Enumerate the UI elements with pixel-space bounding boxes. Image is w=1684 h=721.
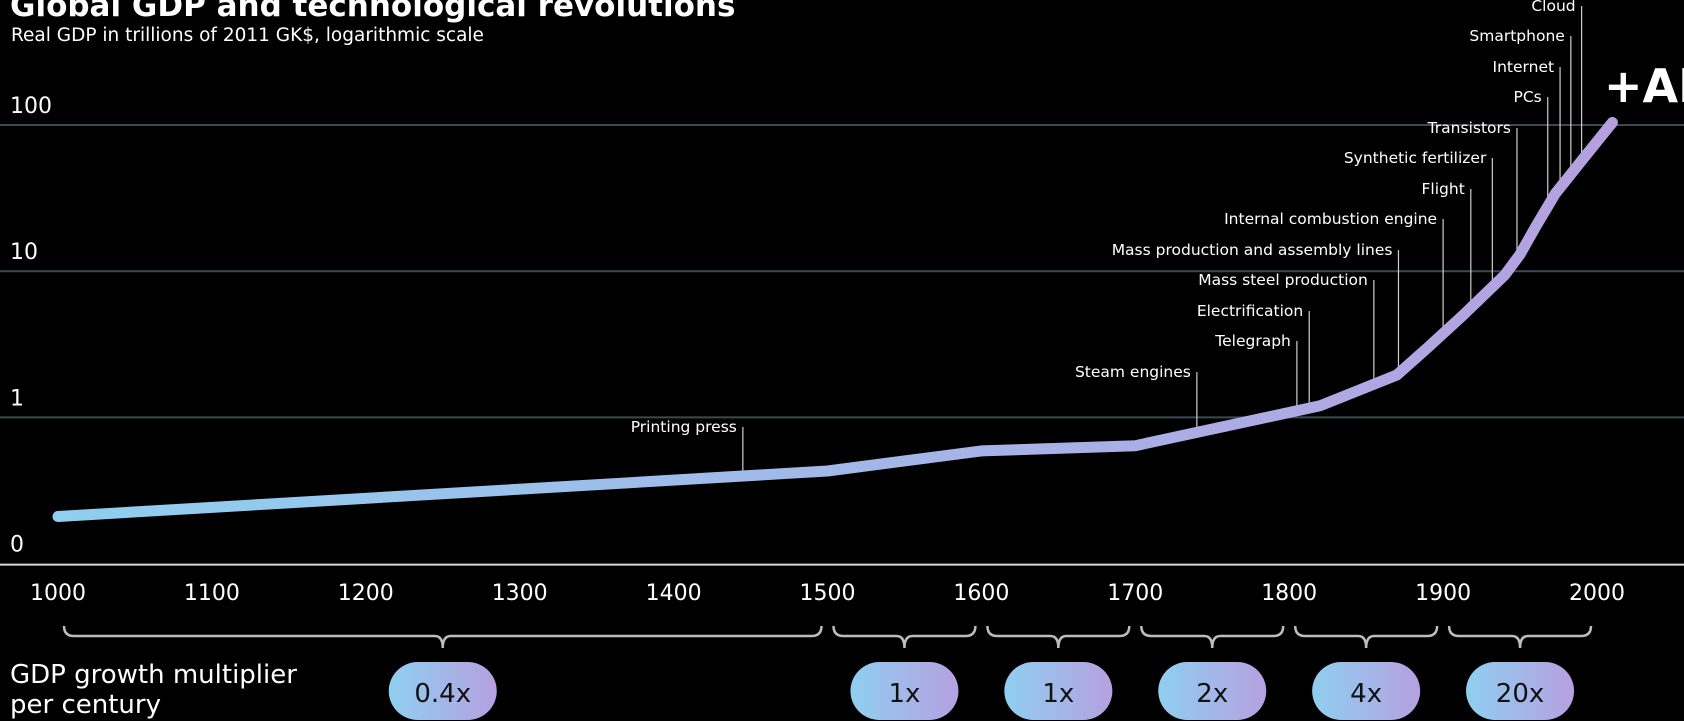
annotation-label: Internet <box>1493 58 1555 76</box>
growth-period-brace <box>832 625 977 649</box>
multiplier-label-line1: GDP growth multiplier <box>10 660 297 690</box>
annotation-label: Mass production and assembly lines <box>1112 241 1393 259</box>
annotation-label: Internal combustion engine <box>1224 210 1437 228</box>
growth-period-brace <box>62 625 823 649</box>
x-tick-label: 1400 <box>646 581 702 606</box>
annotation-label: Mass steel production <box>1198 271 1368 289</box>
annotation-label: Electrification <box>1197 302 1303 320</box>
x-tick-label: 1800 <box>1261 581 1317 606</box>
x-tick-label: 1100 <box>184 581 240 606</box>
x-tick-label: 1200 <box>338 581 394 606</box>
multiplier-label-line2: per century <box>10 690 161 720</box>
x-tick-label: 1000 <box>30 581 86 606</box>
growth-multiplier-pill <box>1004 662 1113 720</box>
growth-period-brace <box>1447 625 1593 649</box>
growth-period-brace <box>986 625 1131 649</box>
x-tick-label: 1600 <box>953 581 1009 606</box>
annotation-label: Telegraph <box>1214 332 1291 350</box>
chart-subtitle: Real GDP in trillions of 2011 GK$, logar… <box>11 25 484 46</box>
annotation-label: Steam engines <box>1075 363 1191 381</box>
annotation-label: Synthetic fertilizer <box>1344 149 1487 167</box>
growth-multiplier-pill <box>1312 662 1421 720</box>
growth-multiplier-pill <box>850 662 959 720</box>
growth-multiplier-value: 0.4x <box>414 679 471 709</box>
ai-label: +AI <box>1604 59 1684 113</box>
gdp-series-line <box>52 117 1618 522</box>
y-tick-label: 0 <box>10 533 24 558</box>
growth-multiplier-value: 1x <box>888 679 920 709</box>
multiplier-label: GDP growth multiplier per century <box>10 660 297 720</box>
growth-multiplier-value: 20x <box>1496 679 1544 709</box>
annotation-label: Printing press <box>631 418 737 436</box>
y-tick-label: 100 <box>10 94 52 119</box>
growth-period-brace <box>1140 625 1285 649</box>
growth-multiplier-pill <box>1158 662 1267 720</box>
annotation-label: Smartphone <box>1469 27 1564 45</box>
chart-title: Global GDP and technological revolutions <box>10 0 736 24</box>
growth-multiplier-value: 1x <box>1042 679 1074 709</box>
growth-multiplier-pill <box>1466 662 1575 720</box>
growth-period-brace <box>1293 625 1439 649</box>
x-tick-label: 1300 <box>492 581 548 606</box>
growth-multiplier-value: 4x <box>1350 679 1382 709</box>
annotation-label: PCs <box>1514 88 1542 106</box>
y-tick-label: 1 <box>10 386 24 411</box>
annotation-label: Flight <box>1422 180 1465 198</box>
x-tick-label: 1900 <box>1415 581 1471 606</box>
y-tick-label: 10 <box>10 240 38 265</box>
annotation-label: Cloud <box>1531 0 1575 15</box>
x-tick-label: 1500 <box>800 581 856 606</box>
x-tick-label: 2000 <box>1569 581 1625 606</box>
x-tick-label: 1700 <box>1107 581 1163 606</box>
growth-multiplier-pill <box>388 662 497 720</box>
annotation-label: Transistors <box>1427 119 1511 137</box>
growth-multiplier-value: 2x <box>1196 679 1228 709</box>
